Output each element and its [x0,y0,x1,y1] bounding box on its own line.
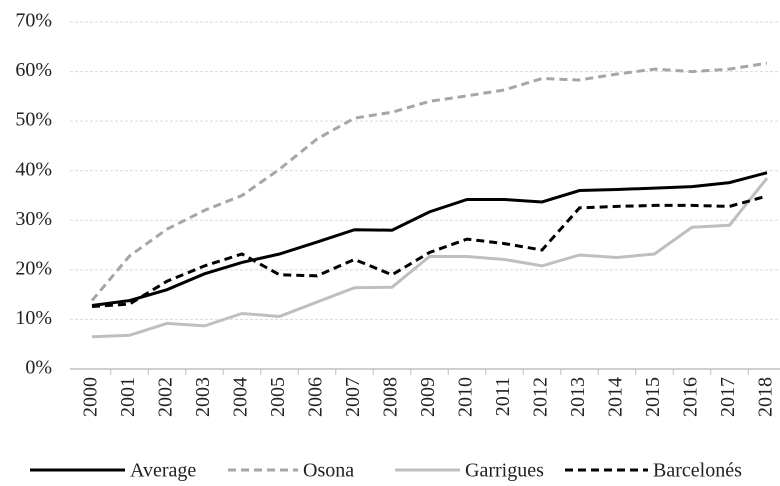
series-line [91,171,768,308]
x-tick-label: 2004 [230,377,252,417]
x-tick-label: 2008 [380,377,402,417]
y-tick-label: 10% [15,307,52,329]
y-tick-label: 0% [25,357,52,379]
x-tick-label: 2018 [755,377,777,417]
legend-label: Osona [303,460,354,482]
x-tick-label: 2001 [117,377,139,417]
series-line [91,194,768,309]
x-tick-label: 2009 [417,377,439,417]
x-tick-label: 2014 [605,377,627,417]
series-line [90,61,768,302]
legend-label: Barcelonés [653,460,742,482]
y-tick-label: 60% [15,59,52,81]
x-tick-label: 2005 [267,377,289,417]
legend-label: Average [130,460,196,482]
x-tick-label: 2011 [492,377,514,416]
x-tick-label: 2012 [530,377,552,417]
y-tick-label: 20% [15,257,52,279]
x-tick-label: 2015 [642,377,664,417]
x-tick-label: 2016 [680,377,702,417]
legend-label: Garrigues [465,460,544,482]
y-tick-label: 40% [15,158,52,180]
series-line [91,177,769,339]
x-tick-label: 2000 [80,377,102,417]
x-tick-label: 2002 [155,377,177,417]
y-tick-label: 30% [15,208,52,230]
y-tick-label: 50% [15,109,52,131]
x-tick-label: 2010 [455,377,477,417]
x-tick-label: 2006 [305,377,327,417]
x-tick-label: 2017 [717,377,739,417]
y-tick-label: 70% [15,10,52,32]
x-tick-label: 2003 [192,377,214,417]
x-tick-label: 2007 [342,377,364,417]
x-tick-label: 2013 [567,377,589,417]
